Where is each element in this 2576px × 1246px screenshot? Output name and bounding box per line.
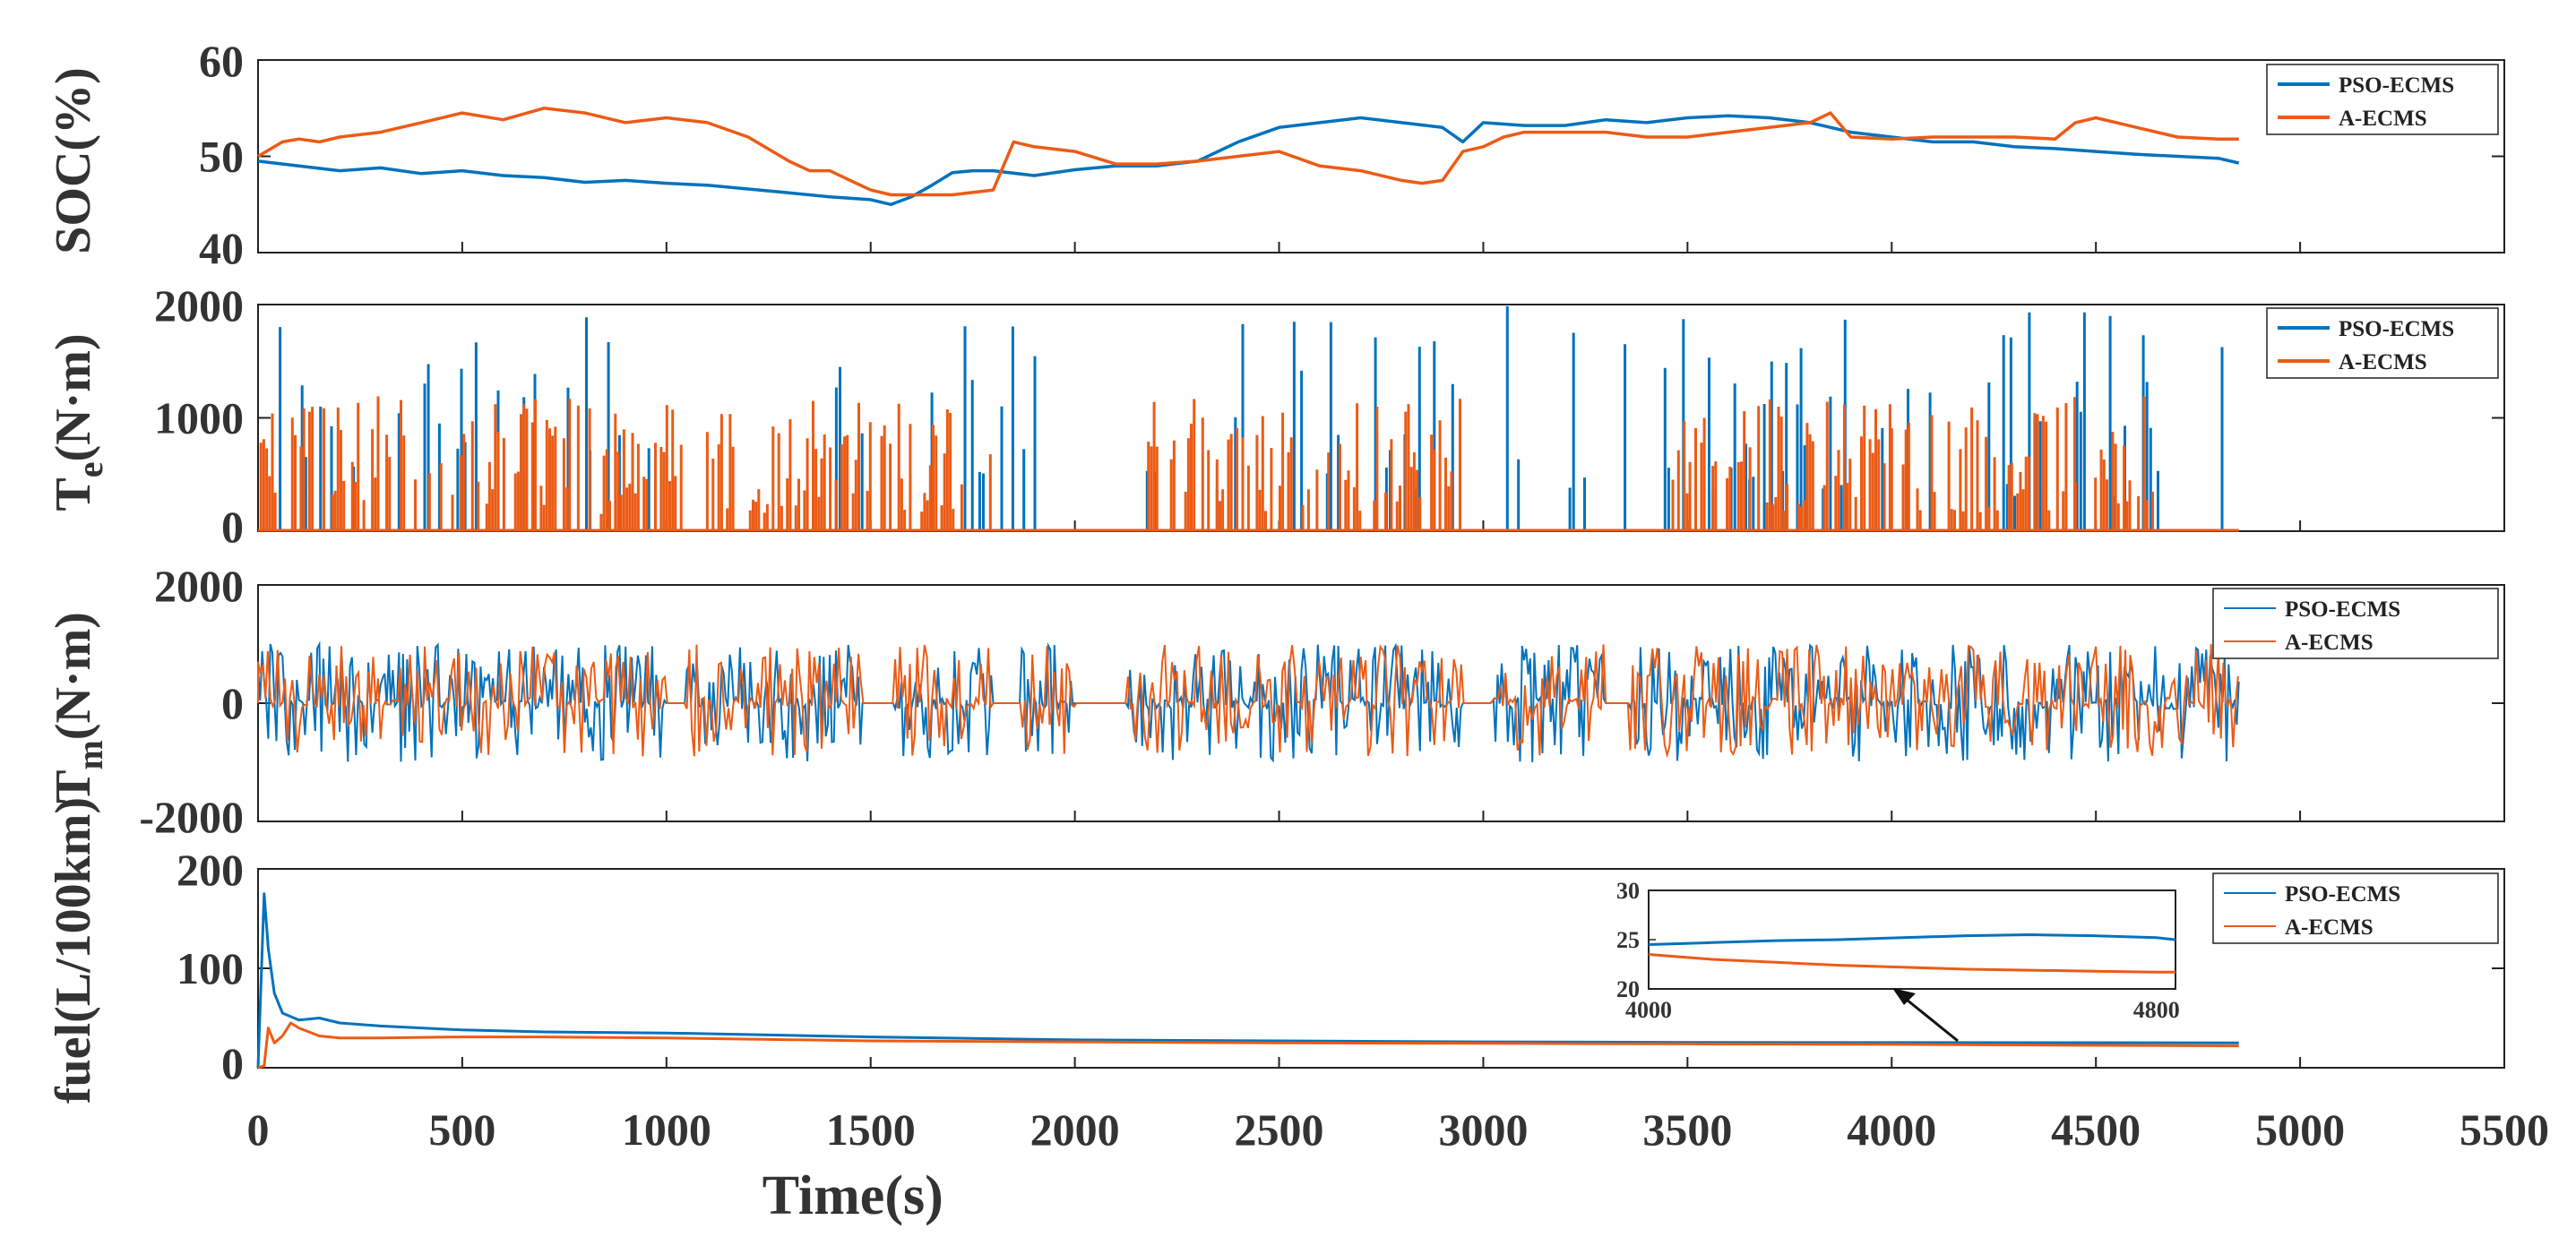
inset-x-tick-label: 4000 — [1625, 997, 1672, 1023]
plot-frame — [257, 59, 2505, 253]
inset-arrow-head — [1892, 988, 1916, 1005]
inset-y-tick-label: 25 — [1616, 927, 1640, 953]
legend-label: A-ECMS — [2339, 107, 2427, 131]
x-tick-label: 3500 — [1642, 1104, 1732, 1155]
legend: PSO-ECMS A-ECMS — [2266, 307, 2499, 379]
x-tick-label: 2000 — [1030, 1104, 1120, 1155]
series-line-a-ecms — [257, 644, 2239, 759]
y-tick-label: -2000 — [139, 792, 244, 842]
legend-label: A-ECMS — [2285, 631, 2374, 655]
legend: PSO-ECMS A-ECMS — [2212, 588, 2499, 659]
x-tick-label: 3000 — [1438, 1104, 1528, 1155]
inset-zoom: 20 25 30 4000 4800 — [1616, 878, 2180, 1043]
legend-label: A-ECMS — [2339, 350, 2427, 374]
y-tick-label: 60 — [199, 36, 244, 86]
legend-box — [2266, 64, 2499, 135]
y-tick-label: 40 — [199, 223, 244, 273]
legend-label: PSO-ECMS — [2285, 597, 2400, 622]
panel-engine_torque: 0 1000 2000 PSO-ECMS A-ECMS Te(N·m) — [46, 280, 2505, 552]
series-line-a-ecms — [257, 107, 2239, 197]
x-tick-label: 500 — [428, 1104, 495, 1155]
y-tick-label: 0 — [221, 502, 244, 552]
legend-label: PSO-ECMS — [2339, 317, 2454, 341]
inset-y-tick-label: 30 — [1616, 878, 1640, 904]
legend-box — [2266, 307, 2499, 379]
legend-label: PSO-ECMS — [2285, 882, 2400, 907]
y-tick-label: 2000 — [154, 561, 244, 611]
y-tick-label: 50 — [199, 132, 244, 182]
y-tick-label: 100 — [177, 943, 244, 993]
inset-x-tick-label: 4800 — [2133, 997, 2180, 1023]
inset-series-pso-ecms — [1648, 932, 2176, 946]
x-tick-label: 2500 — [1235, 1104, 1324, 1155]
legend: PSO-ECMS A-ECMS — [2266, 64, 2499, 135]
y-tick-label: 0 — [221, 678, 244, 728]
x-tick-label: 0 — [247, 1104, 270, 1155]
legend: PSO-ECMS A-ECMS — [2212, 872, 2499, 944]
x-tick-label: 5000 — [2255, 1104, 2345, 1155]
x-tick-label: 4500 — [2051, 1104, 2141, 1155]
x-tick-label: 5500 — [2460, 1104, 2549, 1155]
legend-label: A-ECMS — [2285, 915, 2374, 940]
legend-box — [2212, 872, 2499, 944]
panel-motor_torque: -2000 0 2000 PSO-ECMS A-ECMS Tm(N·m) — [46, 561, 2505, 842]
panel-soc: 40 50 60 PSO-ECMS A-ECMS SOC(%) — [46, 36, 2505, 273]
y-tick-label: 1000 — [154, 393, 244, 443]
y-axis-label: fuel(L/100km) — [46, 797, 101, 1104]
series-line-a-ecms — [259, 396, 2154, 531]
x-tick-label: 1500 — [826, 1104, 916, 1155]
series-line-a-ecms — [257, 1021, 2239, 1070]
x-tick-label: 4000 — [1847, 1104, 1936, 1155]
y-axis-label: SOC(%) — [46, 67, 101, 253]
y-tick-label: 200 — [177, 845, 244, 895]
series-line-pso-ecms — [257, 640, 2240, 763]
legend-box — [2212, 588, 2499, 659]
series-line-pso-ecms — [256, 892, 2239, 1069]
series-line-pso-ecms — [279, 305, 2224, 531]
plot-frame — [257, 304, 2505, 532]
inset-y-tick-label: 20 — [1616, 976, 1640, 1002]
y-tick-label: 2000 — [154, 280, 244, 331]
y-axis-label: Te(N·m) — [46, 333, 110, 511]
panel-fuel: 0 100 200 PSO-ECMS A-ECMS fuel(L/100km) 0 500 10… — [46, 797, 2549, 1226]
y-axis-label: Tm(N·m) — [46, 612, 110, 803]
legend-label: PSO-ECMS — [2339, 73, 2454, 98]
y-tick-label: 0 — [221, 1038, 244, 1088]
x-axis-label: Time(s) — [762, 1165, 943, 1226]
inset-series-a-ecms — [1648, 953, 2175, 974]
inset-frame — [1648, 889, 2176, 990]
x-tick-label: 1000 — [622, 1104, 711, 1155]
